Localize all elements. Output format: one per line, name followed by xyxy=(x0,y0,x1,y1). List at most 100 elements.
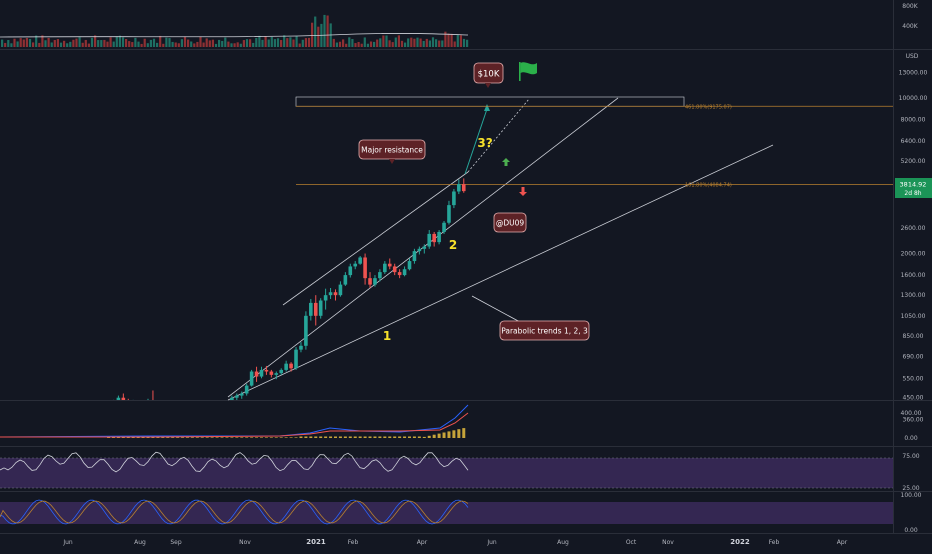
volume-bar xyxy=(13,38,16,47)
candle-body xyxy=(304,315,308,346)
candle-body xyxy=(249,371,254,386)
volume-bar xyxy=(295,36,298,47)
target-callout-pointer xyxy=(485,83,491,88)
candle-body xyxy=(126,401,130,404)
candle-body xyxy=(131,402,135,404)
volume-bar xyxy=(199,36,202,47)
price-axis-tick-label: 1050.00 xyxy=(901,313,926,320)
macd-histogram-bar xyxy=(338,436,342,438)
candle-body xyxy=(323,295,328,301)
time-axis-tick-label: Feb xyxy=(348,539,359,546)
volume-bar xyxy=(338,41,342,47)
price-axis[interactable]: 13000.0010000.008000.006400.005200.00420… xyxy=(899,70,928,424)
macd-histogram-bar xyxy=(417,436,421,438)
macd-histogram-bar xyxy=(240,437,244,438)
major-resistance-label: Major resistance xyxy=(361,146,423,155)
volume-bar xyxy=(311,22,314,47)
time-axis-tick-label: Oct xyxy=(626,539,637,546)
time-axis-tick-label: Nov xyxy=(239,539,251,546)
macd-histogram-bar xyxy=(324,436,328,438)
volume-bar xyxy=(292,39,295,47)
macd-histogram-bar xyxy=(274,437,278,438)
volume-bar xyxy=(94,35,97,47)
author-handle-box[interactable] xyxy=(493,212,527,233)
volume-bar xyxy=(342,39,345,47)
stoch-k-line xyxy=(0,499,469,525)
candle-body xyxy=(328,292,333,296)
time-axis[interactable]: Jun Aug Sep Nov 2021 Feb Apr Jun Aug Oct Nov 2022 Fe… xyxy=(62,538,847,546)
macd-histogram-bar xyxy=(111,437,115,438)
volume-bar xyxy=(193,43,196,47)
candle-body xyxy=(176,414,180,422)
candle-body xyxy=(407,261,412,270)
volume-bar xyxy=(447,33,450,47)
price-axis-tick-label: 850.00 xyxy=(903,333,924,340)
macd-histogram-bar xyxy=(269,437,273,438)
volume-bar xyxy=(177,43,180,47)
volume-bar xyxy=(283,35,286,47)
volume-bar xyxy=(134,37,137,47)
parabolic-callout-box[interactable] xyxy=(499,320,590,341)
candle-body xyxy=(368,278,372,285)
volume-bar xyxy=(267,39,270,47)
signal-line xyxy=(0,412,469,438)
candle-body xyxy=(121,397,126,400)
macd-histogram-bar xyxy=(161,437,165,438)
time-axis-tick-label: 2022 xyxy=(730,538,750,546)
volume-bar xyxy=(165,37,168,47)
indicator-axis-tick-label: 0.00 xyxy=(904,527,918,534)
volume-bar xyxy=(373,41,376,47)
price-axis-tick-label: 5200.00 xyxy=(901,158,926,165)
candle-body xyxy=(264,369,269,372)
volume-bar xyxy=(103,39,106,47)
volume-bar xyxy=(332,38,335,47)
volume-bar xyxy=(428,40,431,47)
candle-body xyxy=(166,415,170,418)
candle-body xyxy=(333,292,338,296)
up-arrow-icon xyxy=(502,158,510,166)
macd-histogram-bar xyxy=(220,437,224,438)
volume-bar xyxy=(106,41,109,47)
time-axis-tick-label: Jun xyxy=(62,539,73,546)
volume-bar xyxy=(224,37,227,47)
candle-body xyxy=(239,393,244,396)
volume-bar xyxy=(394,37,397,47)
macd-histogram-bar xyxy=(215,437,219,438)
volume-bar xyxy=(230,43,233,47)
candle-body xyxy=(259,369,264,377)
candle-body xyxy=(200,413,204,421)
indicator-axis-tick-label: 400.00 xyxy=(901,410,922,417)
macd-histogram-bar xyxy=(442,432,446,438)
volume-bar xyxy=(453,41,456,47)
candle-body xyxy=(244,385,249,394)
macd-histogram-bar xyxy=(358,436,362,438)
candle-body xyxy=(146,402,150,410)
macd-histogram-bar xyxy=(284,437,288,438)
volume-bar xyxy=(174,42,177,47)
candle-body xyxy=(254,371,259,377)
volume-bar xyxy=(87,43,90,47)
macd-histogram-bar xyxy=(432,434,436,438)
price-axis-tick-label: 2000.00 xyxy=(901,251,926,258)
volume-axis-tick-label: 400K xyxy=(902,23,918,30)
candle-body xyxy=(447,205,451,223)
volume-bar xyxy=(149,39,152,47)
volume-bar xyxy=(357,41,360,47)
macd-histogram-bar xyxy=(230,437,234,438)
volume-bar xyxy=(140,43,143,47)
volume-bar xyxy=(187,39,190,47)
candle-body xyxy=(116,397,121,400)
volume-bar xyxy=(404,42,407,47)
volume-bar xyxy=(444,31,447,47)
volume-bar xyxy=(152,38,156,47)
candle-body xyxy=(215,407,219,409)
volume-bar xyxy=(438,40,441,47)
volume-bar xyxy=(50,42,53,47)
macd-histogram-bar xyxy=(462,428,466,438)
volume-bar xyxy=(63,40,66,47)
stoch-d-line xyxy=(0,500,469,524)
volume-bar xyxy=(115,36,118,47)
macd-histogram-bar xyxy=(190,437,194,438)
